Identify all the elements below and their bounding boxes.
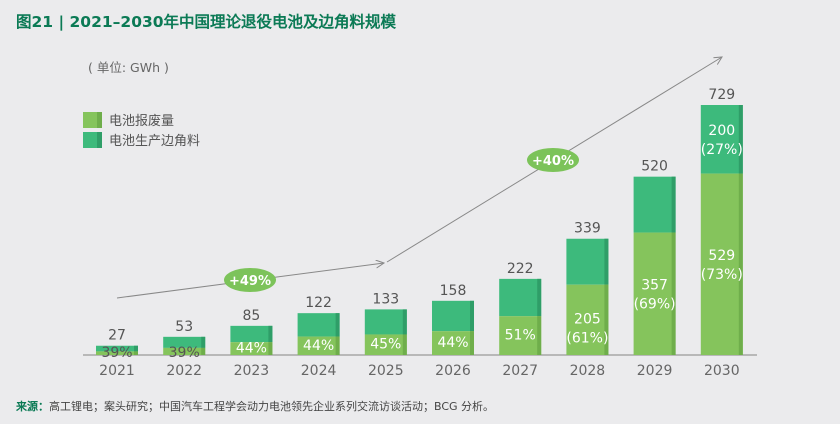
scrap-label-2026: 44% (437, 335, 468, 351)
bar-scrap-2027 (499, 316, 542, 355)
bar-scrap-2030 (700, 173, 743, 355)
year-label-2022: 2022 (166, 363, 202, 379)
bar-offcut-edge-2022 (201, 336, 206, 348)
total-label-2025: 133 (372, 291, 399, 307)
bar-offcut-2027 (499, 278, 542, 317)
total-label-2029: 520 (641, 159, 668, 175)
bar-scrap-2029 (633, 232, 676, 355)
growth-badge-2 (527, 148, 579, 172)
bar-scrap-edge-2029 (671, 232, 676, 355)
bar-scrap-2022 (163, 347, 206, 355)
legend-swatch-offcut (83, 131, 102, 148)
bar-scrap-edge-2030 (738, 173, 743, 355)
bar-offcut-2021 (96, 345, 138, 352)
bar-offcut-edge-2025 (402, 309, 407, 335)
bar-offcut-2029 (633, 176, 676, 233)
source-note: 来源：高工锂电；案头研究；中国汽车工程学会动力电池领先企业系列交流访谈活动；BC… (16, 398, 494, 414)
scrap-label-2021: 39% (101, 345, 132, 361)
legend-item-offcut: 电池生产边角料 (83, 130, 200, 149)
year-label-2025: 2025 (368, 363, 404, 379)
scrap-label-2028-1: (61%) (566, 330, 608, 346)
bar-scrap-2026 (432, 331, 474, 355)
bar-scrap-2028 (566, 284, 609, 355)
scrap-label-2023: 44% (236, 341, 267, 357)
bar-offcut-edge-2029 (671, 176, 676, 233)
scrap-label-2022: 39% (169, 345, 200, 361)
year-label-2021: 2021 (99, 363, 135, 379)
bar-scrap-edge-2021 (134, 351, 138, 355)
bar-scrap-edge-2022 (201, 347, 206, 355)
bar-scrap-2023 (230, 342, 273, 355)
scrap-label-2024: 44% (303, 338, 334, 354)
bar-scrap-edge-2024 (335, 336, 340, 355)
legend-label-scrap: 电池报废量 (109, 114, 175, 129)
bar-offcut-edge-2027 (537, 278, 542, 317)
year-label-2024: 2024 (301, 363, 337, 379)
chart-title: 图21 | 2021–2030年中国理论退役电池及边角料规模 (16, 13, 397, 31)
year-label-2027: 2027 (502, 363, 538, 379)
year-label-2023: 2023 (234, 363, 270, 379)
bar-scrap-2024 (297, 336, 340, 355)
bar-offcut-2024 (297, 313, 340, 337)
bar-offcut-edge-2024 (335, 313, 340, 337)
total-label-2027: 222 (507, 261, 534, 277)
bar-offcut-edge-2021 (134, 345, 138, 352)
bar-offcut-2022 (163, 336, 206, 348)
bar-offcut-2023 (230, 325, 273, 343)
bar-offcut-edge-2023 (268, 325, 273, 343)
bar-scrap-2021 (96, 351, 138, 355)
bar-scrap-edge-2025 (402, 334, 407, 355)
bar-scrap-edge-2027 (537, 316, 542, 355)
total-label-2026: 158 (440, 283, 467, 299)
total-label-2021: 27 (108, 328, 126, 344)
total-label-2024: 122 (305, 295, 332, 311)
scrap-label-2025: 45% (370, 337, 401, 353)
growth-badge-label-1: +49% (229, 274, 271, 289)
bar-offcut-edge-2026 (470, 300, 474, 332)
legend-swatch-scrap (83, 111, 102, 128)
total-label-2030: 729 (708, 87, 735, 103)
scrap-label-2027: 51% (505, 328, 536, 344)
bar-offcut-2026 (432, 300, 474, 332)
bar-offcut-2025 (364, 309, 407, 335)
year-label-2028: 2028 (570, 363, 606, 379)
offcut-label-2030-0: 200 (708, 123, 735, 139)
legend-item-scrap: 电池报废量 (83, 110, 174, 129)
bar-scrap-2025 (364, 334, 407, 355)
bar-offcut-2028 (566, 238, 609, 285)
bar-offcut-edge-2030 (738, 105, 743, 174)
bar-scrap-edge-2028 (604, 284, 609, 355)
legend-label-offcut: 电池生产边角料 (109, 134, 201, 149)
total-label-2022: 53 (175, 319, 193, 335)
offcut-label-2030-1: (27%) (701, 142, 743, 158)
year-label-2030: 2030 (704, 363, 740, 379)
scrap-label-2029-0: 357 (641, 277, 668, 293)
total-label-2023: 85 (242, 308, 260, 324)
scrap-label-2028-0: 205 (574, 311, 601, 327)
bar-scrap-edge-2026 (470, 331, 474, 355)
year-label-2029: 2029 (637, 363, 673, 379)
bar-offcut-2030 (700, 105, 743, 174)
year-label-2026: 2026 (435, 363, 471, 379)
scrap-label-2029-1: (69%) (634, 296, 676, 312)
source-label: 来源： (16, 400, 49, 413)
scrap-label-2030-0: 529 (708, 248, 735, 264)
growth-badge-1 (224, 268, 276, 292)
scrap-label-2030-1: (73%) (701, 267, 743, 283)
unit-label: ( 单位: GWh ) (88, 60, 169, 75)
bar-scrap-edge-2023 (268, 342, 273, 355)
bar-offcut-edge-2028 (604, 238, 609, 285)
source-text: 高工锂电；案头研究；中国汽车工程学会动力电池领先企业系列交流访谈活动；BCG 分… (49, 400, 495, 413)
total-label-2028: 339 (574, 221, 601, 237)
growth-badge-label-2: +40% (532, 154, 574, 169)
